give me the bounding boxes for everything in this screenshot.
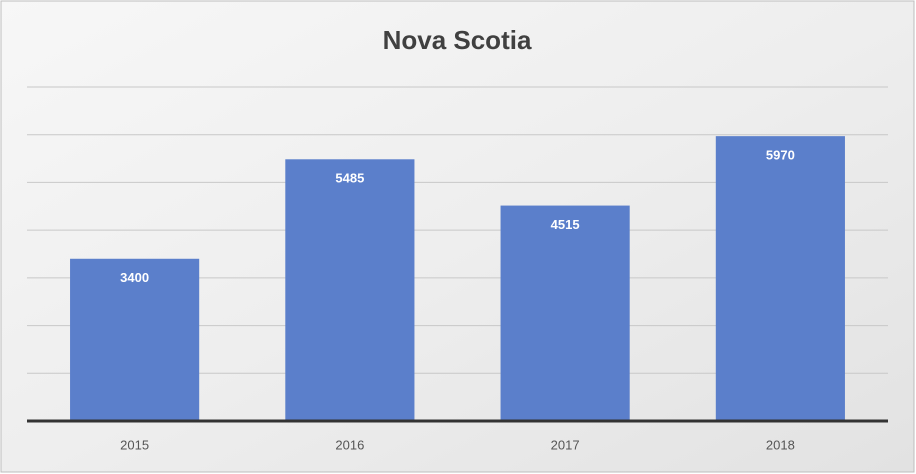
data-label: 5970 (766, 148, 795, 163)
x-tick-label: 2015 (120, 437, 149, 452)
x-tick-label: 2018 (766, 437, 795, 452)
bar (715, 136, 845, 421)
data-label: 4515 (551, 217, 580, 232)
data-label: 3400 (120, 270, 149, 285)
bar (500, 205, 630, 421)
bar (285, 159, 415, 421)
chart-title: Nova Scotia (383, 25, 532, 55)
bar (70, 258, 200, 421)
x-tick-label: 2017 (551, 437, 580, 452)
x-tick-label: 2016 (335, 437, 364, 452)
data-label: 5485 (335, 171, 364, 186)
